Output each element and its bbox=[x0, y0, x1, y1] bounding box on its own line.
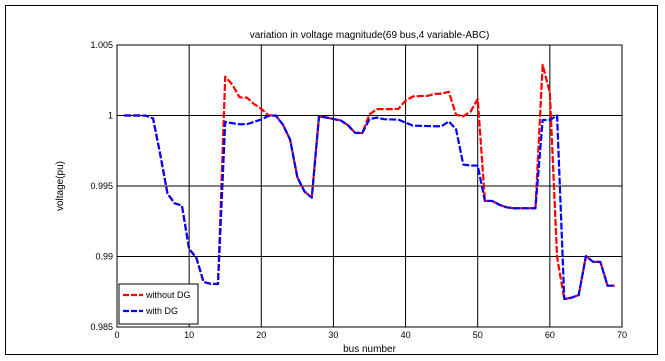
y-axis-label: voltage(pu) bbox=[55, 161, 66, 211]
y-tick-label: 0.99 bbox=[95, 252, 113, 262]
x-tick-label: 40 bbox=[401, 330, 411, 340]
x-tick-label: 10 bbox=[184, 330, 194, 340]
x-tick-label: 20 bbox=[256, 330, 266, 340]
chart-title: variation in voltage magnitude(69 bus,4 … bbox=[250, 30, 490, 41]
plot-area bbox=[116, 44, 623, 328]
y-tick-label: 1.005 bbox=[90, 40, 113, 50]
y-tick-label: 0.995 bbox=[90, 181, 113, 191]
series-line-without-dg bbox=[124, 63, 615, 301]
x-tick-label: 30 bbox=[328, 330, 338, 340]
grid-lines bbox=[117, 45, 622, 327]
legend-label: with DG bbox=[145, 306, 178, 316]
legend-box bbox=[118, 283, 199, 325]
figure-frame bbox=[5, 5, 658, 355]
x-axis-label: bus number bbox=[343, 344, 396, 355]
y-tick-label: 1 bbox=[108, 111, 113, 121]
x-tick-label: 70 bbox=[617, 330, 627, 340]
y-tick-label: 0.985 bbox=[90, 322, 113, 332]
x-tick-label: 0 bbox=[114, 330, 119, 340]
series-line-with-dg bbox=[124, 114, 615, 301]
legend-label: without DG bbox=[145, 290, 191, 300]
x-tick-label: 60 bbox=[545, 330, 555, 340]
axis-ticks: 0 10 20 30 40 50 60 70 0.985 0.99 0.995 1 1.005 bbox=[90, 40, 627, 340]
x-tick-label: 50 bbox=[473, 330, 483, 340]
legend: without DG with DG bbox=[118, 283, 199, 325]
series-lines bbox=[124, 63, 615, 301]
